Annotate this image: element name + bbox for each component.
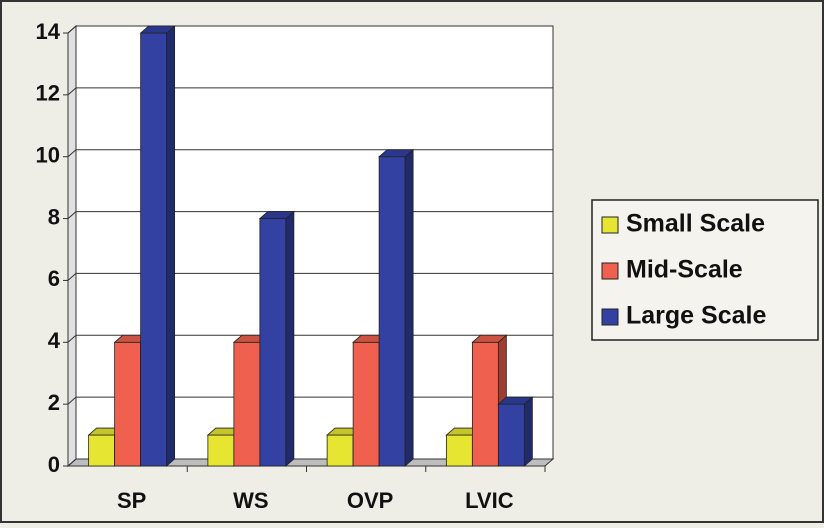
bar-front [140, 32, 168, 467]
bar-top [139, 25, 176, 34]
legend-label: Small Scale [626, 210, 765, 238]
legend-box [591, 199, 819, 341]
bar-front [497, 403, 525, 467]
bar-top [471, 334, 508, 343]
bar-front [114, 341, 142, 467]
x-tick-label: SP [117, 488, 146, 513]
bar-front [378, 156, 406, 467]
bar-side [523, 396, 533, 467]
bar-front [233, 341, 261, 467]
y-tick-label: 14 [36, 19, 61, 44]
x-tick-label: LVIC [465, 488, 514, 513]
y-tick-label: 8 [48, 204, 60, 229]
grid-line [67, 87, 553, 96]
y-tick-label: 2 [48, 390, 60, 415]
bar-front [326, 434, 354, 467]
y-tick-label: 12 [36, 81, 60, 106]
bar-front [352, 341, 380, 467]
legend-swatch [601, 308, 619, 326]
bar-side [166, 25, 176, 467]
legend-label: Large Scale [626, 302, 766, 330]
legend-label: Mid-Scale [626, 256, 743, 284]
y-tick-label: 6 [48, 266, 60, 291]
bar-side [285, 210, 295, 467]
bar-front [259, 218, 287, 467]
bar-front [207, 434, 235, 467]
y-tick-label: 4 [48, 328, 61, 353]
legend-swatch [601, 262, 619, 280]
bar-side [404, 148, 414, 467]
legend-swatch [601, 216, 619, 234]
bar-front [445, 434, 473, 467]
grid-line [67, 25, 553, 34]
y-tick-label: 0 [48, 452, 60, 477]
bar-top [258, 211, 295, 219]
bar-front [88, 434, 116, 467]
x-tick-label: OVP [347, 488, 393, 513]
bar [497, 396, 534, 467]
bar-top [497, 396, 534, 405]
y-tick-label: 10 [36, 143, 60, 168]
bar [378, 148, 415, 467]
bar-top [378, 149, 415, 158]
bar [258, 210, 295, 467]
bar-front [471, 341, 499, 467]
bar [139, 25, 176, 467]
x-tick-label: WS [233, 488, 268, 513]
